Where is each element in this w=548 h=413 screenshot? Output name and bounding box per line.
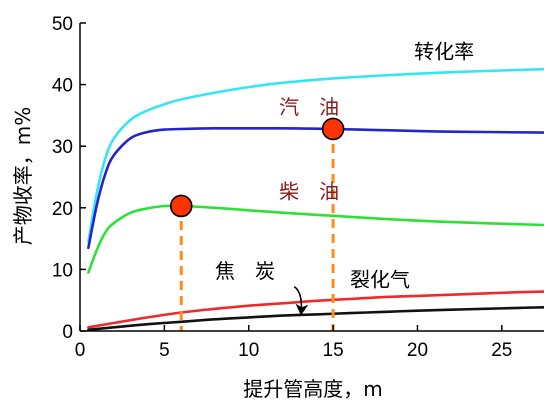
series-line-4 xyxy=(87,306,544,331)
series-line-3 xyxy=(87,290,544,329)
annotation-label-1: 汽 油 xyxy=(279,95,339,119)
y-tick-label-3: 30 xyxy=(52,137,73,158)
annotation-label-3: 焦 炭 xyxy=(215,259,275,283)
x-tick-label-1: 5 xyxy=(159,340,170,361)
x-tick-label-4: 20 xyxy=(407,340,428,361)
annotation-label-0: 转化率 xyxy=(414,40,474,64)
series-line-1 xyxy=(87,126,544,250)
y-axis-title: 产物收率，m% xyxy=(11,107,35,246)
y-tick-label-2: 20 xyxy=(52,199,73,220)
tick-layer: 0 5 10 15 20 25 0 10 20 30 40 50 xyxy=(52,14,513,361)
x-tick-label-5: 25 xyxy=(491,340,512,361)
annotation-label-4: 裂化气 xyxy=(350,268,410,292)
marker-point-1 xyxy=(321,117,345,141)
series-line-0 xyxy=(87,67,544,243)
arrow-pointer xyxy=(293,285,309,316)
y-tick-label-5: 50 xyxy=(52,14,73,35)
x-tick-label-2: 10 xyxy=(238,340,259,361)
x-axis-title: 提升管高度，m xyxy=(243,377,382,401)
x-tick-label-0: 0 xyxy=(75,340,86,361)
annotation-label-2: 柴 油 xyxy=(279,180,339,204)
series-line-2 xyxy=(87,204,544,274)
marker-point-0 xyxy=(169,194,193,218)
y-tick-label-1: 10 xyxy=(52,260,73,281)
y-tick-label-0: 0 xyxy=(62,322,73,343)
x-tick-label-3: 15 xyxy=(323,340,344,361)
y-tick-label-4: 40 xyxy=(52,76,73,97)
